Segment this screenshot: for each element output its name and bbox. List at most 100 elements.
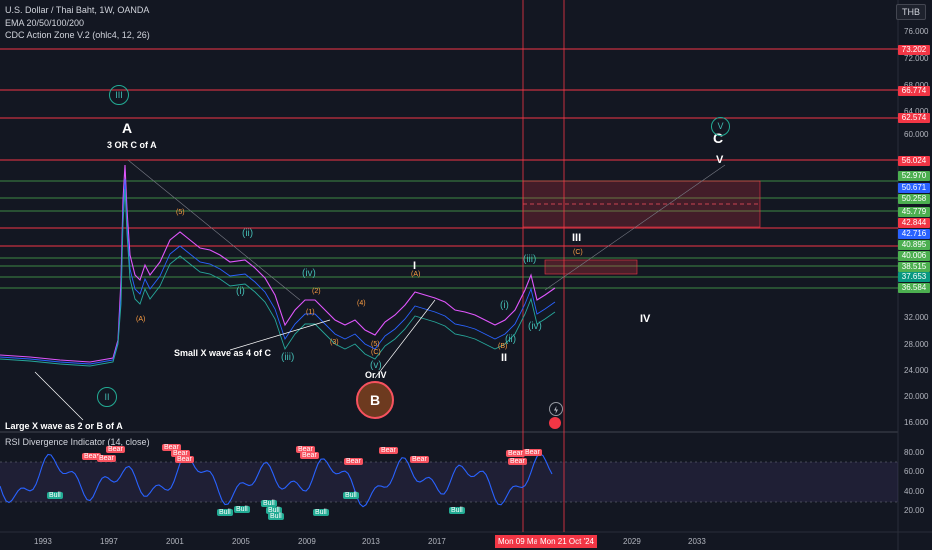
wave-label-V: V xyxy=(716,154,724,166)
crosshair-date-badge: Mon 09 Ma xyxy=(495,535,542,548)
ema-line xyxy=(0,188,556,367)
price-badge: 66.774 xyxy=(898,86,930,96)
wave-sublabel: (A) xyxy=(136,316,146,323)
ema-line xyxy=(0,178,556,365)
rsi-indicator-label[interactable]: RSI Divergence Indicator (14, close) xyxy=(5,437,150,447)
cdc-indicator-label[interactable]: CDC Action Zone V.2 (ohlc4, 12, 26) xyxy=(5,30,150,40)
time-tick: 2017 xyxy=(428,537,446,546)
wave-sublabel: (A) xyxy=(411,271,421,278)
wave-minor-label: (iv) xyxy=(528,321,542,332)
trend-line xyxy=(127,159,301,301)
rsi-bear-tag: Bear xyxy=(506,450,525,457)
wave-minor-label: (ii) xyxy=(505,334,517,345)
rsi-bear-tag: Bear xyxy=(296,446,315,453)
rsi-bear-tag: Bear xyxy=(162,444,181,451)
price-tick: 16.000 xyxy=(904,418,929,427)
rsi-bear-tag: Bear xyxy=(97,455,116,462)
rsi-bear-tag: Bear xyxy=(300,452,319,459)
wave-circle-V: V xyxy=(711,117,730,136)
wave-minor-label: (v) xyxy=(370,360,382,371)
price-series xyxy=(0,164,556,363)
wave-sublabel: (5) xyxy=(176,209,185,216)
wave-label-A: A xyxy=(122,120,133,136)
annotation-arrow xyxy=(229,319,331,351)
currency-button[interactable]: THB xyxy=(896,4,926,20)
rsi-bull-tag: Bull xyxy=(266,507,282,514)
price-tick: 64.000 xyxy=(904,107,929,116)
price-badge: 42.844 xyxy=(898,218,930,228)
annotation-arrow xyxy=(34,371,84,421)
price-badge: 40.895 xyxy=(898,240,930,250)
rsi-tick: 60.00 xyxy=(904,467,925,476)
rsi-band xyxy=(0,462,898,502)
note-small-x: Small X wave as 4 of C xyxy=(174,348,272,358)
ema-indicator-label[interactable]: EMA 20/50/100/200 xyxy=(5,18,85,28)
rsi-bull-tag: Bull xyxy=(217,509,233,516)
wave-sublabel: (4) xyxy=(357,300,366,307)
wave-label-A-sub: 3 OR C of A xyxy=(107,140,157,150)
wave-sublabel: (C) xyxy=(371,349,381,356)
note-large-x: Large X wave as 2 or B of A xyxy=(5,421,123,431)
price-badge: 37.653 xyxy=(898,272,930,282)
rsi-tick: 40.00 xyxy=(904,487,925,496)
rsi-line xyxy=(0,453,553,508)
rsi-bear-tag: Bear xyxy=(171,450,190,457)
rsi-tick: 80.00 xyxy=(904,448,925,457)
crosshair-date-badge: Mon 21 Oct '24 xyxy=(537,535,597,548)
price-tick: 32.000 xyxy=(904,313,929,322)
rsi-bear-tag: Bear xyxy=(379,447,398,454)
wave-minor-label: (iii) xyxy=(523,254,537,265)
wave-sublabel: (3) xyxy=(330,339,339,346)
rsi-bull-tag: Bull xyxy=(234,506,250,513)
time-tick: 1997 xyxy=(100,537,118,546)
time-tick: 1993 xyxy=(34,537,52,546)
price-badge: 56.024 xyxy=(898,156,930,166)
wave-circle-II: II xyxy=(97,387,117,407)
wave-minor-label: (iv) xyxy=(302,268,316,279)
wave-sublabel: (5) xyxy=(371,341,380,348)
wave-label-III: III xyxy=(572,232,582,244)
price-badge: 36.584 xyxy=(898,283,930,293)
time-tick: 2013 xyxy=(362,537,380,546)
time-tick: 2033 xyxy=(688,537,706,546)
rsi-bear-tag: Bear xyxy=(523,449,542,456)
price-tick: 24.000 xyxy=(904,366,929,375)
price-tick: 76.000 xyxy=(904,27,929,36)
wave-sublabel: (1) xyxy=(306,309,315,316)
rsi-bear-tag: Bear xyxy=(175,456,194,463)
wave-circle-III: III xyxy=(109,85,129,105)
price-badge: 40.006 xyxy=(898,251,930,261)
wave-label-I: I xyxy=(413,260,417,272)
annotation-arrow xyxy=(374,299,436,379)
wave-sublabel: (B) xyxy=(498,343,508,350)
time-tick: 2029 xyxy=(623,537,641,546)
lightning-icon[interactable] xyxy=(549,402,563,416)
price-badge: 62.574 xyxy=(898,113,930,123)
main-pane-bg xyxy=(0,0,898,432)
price-badge: 42.716 xyxy=(898,229,930,239)
wave-minor-label: (ii) xyxy=(242,228,254,239)
rsi-bull-tag: Bull xyxy=(268,513,284,520)
rsi-bull-tag: Bull xyxy=(343,492,359,499)
wave-label-II: II xyxy=(501,352,508,364)
price-tick: 68.000 xyxy=(904,81,928,90)
rsi-bear-tag: Bear xyxy=(82,453,101,460)
wave-sublabel: (C) xyxy=(573,249,583,256)
price-badge: 52.970 xyxy=(898,171,930,181)
price-badge: 50.258 xyxy=(898,194,930,204)
wave-circle-B: B xyxy=(356,381,394,419)
wave-minor-label: (i) xyxy=(236,286,245,297)
event-flag-icon[interactable] xyxy=(549,417,561,429)
wave-sublabel: (2) xyxy=(312,288,321,295)
rsi-bull-tag: Bull xyxy=(449,507,465,514)
wave-label-C: C xyxy=(713,130,724,146)
wave-minor-label: (i) xyxy=(500,300,509,311)
symbol-title[interactable]: U.S. Dollar / Thai Baht, 1W, OANDA xyxy=(5,5,150,15)
rsi-bull-tag: Bull xyxy=(313,509,329,516)
price-badge: 50.671 xyxy=(898,183,930,193)
rsi-tick: 20.00 xyxy=(904,506,925,515)
wave-label-IV: IV xyxy=(640,313,651,325)
target-zone-small xyxy=(544,259,638,275)
rsi-bear-tag: Bear xyxy=(344,458,363,465)
